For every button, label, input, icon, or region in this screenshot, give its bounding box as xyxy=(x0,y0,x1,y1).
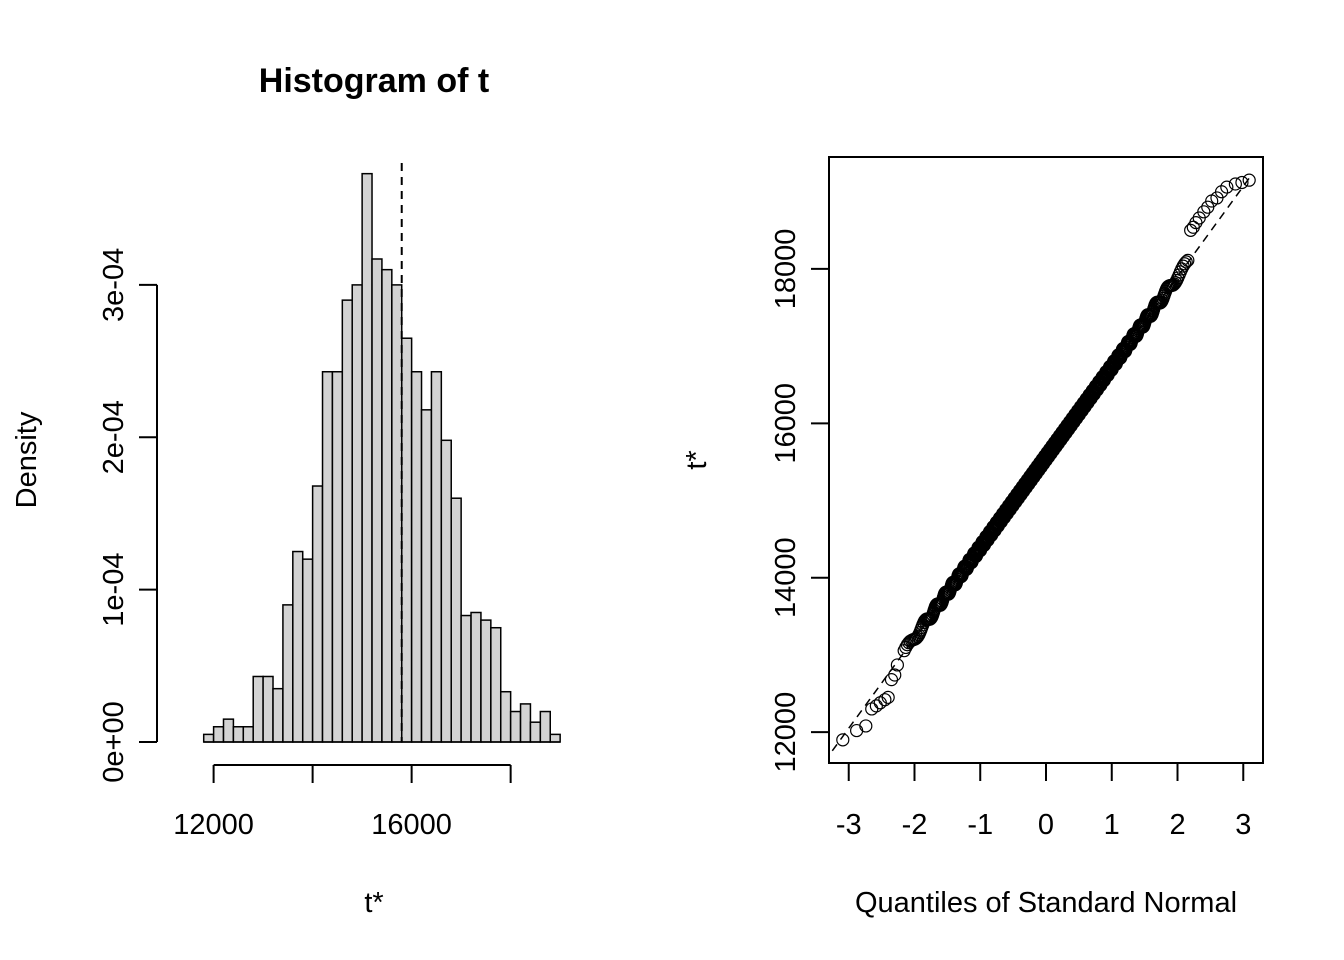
qq-x-tick-label: -1 xyxy=(967,809,993,841)
qq-y-tick-label: 14000 xyxy=(770,537,802,618)
qq-x-tick-label: -2 xyxy=(902,809,928,841)
histogram-bar xyxy=(361,172,373,743)
qq-y-tick-label: 12000 xyxy=(770,692,802,773)
histogram-bar xyxy=(232,726,245,743)
qq-x-tick-label: 1 xyxy=(1104,809,1120,841)
histogram-bar xyxy=(301,558,314,743)
qq-point xyxy=(859,719,873,733)
histogram-bar xyxy=(212,726,225,743)
histogram-bar xyxy=(450,497,462,743)
qq-plot-panel: -3 -2 -1 0 1 2 3 12000 14000 16000 18000 Quantile… xyxy=(681,156,1264,919)
qq-point xyxy=(1178,257,1192,271)
qq-x-tick-label: 0 xyxy=(1038,809,1054,841)
histogram-bar xyxy=(252,675,264,743)
histogram-panel: Histogram of t 12000 16000 0e+00 1e-04 2e-0… xyxy=(11,62,561,919)
histogram-bar xyxy=(509,710,522,743)
qq-point xyxy=(1166,278,1180,292)
histogram-bar xyxy=(470,611,482,743)
qq-point xyxy=(869,699,883,713)
qq-point xyxy=(881,690,895,704)
histogram-bars xyxy=(202,172,561,743)
histogram-bar xyxy=(202,733,215,743)
qq-point xyxy=(1189,216,1203,230)
qq-point xyxy=(890,658,904,672)
histogram-bar xyxy=(222,718,235,743)
histogram-y-tick-label: 1e-04 xyxy=(98,553,130,627)
qq-point xyxy=(1242,173,1256,187)
histogram-bar xyxy=(272,687,284,743)
histogram-bar xyxy=(262,675,274,743)
qq-x-tick-label: 3 xyxy=(1235,809,1251,841)
histogram-bar xyxy=(341,299,353,743)
qq-point xyxy=(1181,253,1195,267)
histogram-y-tick-label: 2e-04 xyxy=(98,400,130,474)
qq-point xyxy=(1220,180,1234,194)
histogram-bar xyxy=(519,703,532,743)
qq-y-axis: 12000 14000 16000 18000 xyxy=(770,229,829,773)
qq-point xyxy=(1197,205,1211,219)
histogram-bar xyxy=(480,619,492,743)
histogram-bar xyxy=(311,485,324,743)
qq-x-axis-label: Quantiles of Standard Normal xyxy=(855,887,1237,919)
histogram-bar xyxy=(460,614,472,743)
histogram-bar xyxy=(440,439,452,743)
qq-point xyxy=(1235,175,1249,190)
qq-y-tick-label: 16000 xyxy=(770,383,802,464)
histogram-y-axis-label: Density xyxy=(11,411,43,508)
histogram-bar xyxy=(321,370,334,743)
histogram-bar xyxy=(410,370,423,743)
histogram-bar xyxy=(282,604,294,743)
histogram-x-axis: 12000 16000 xyxy=(173,764,512,841)
histogram-bar xyxy=(490,626,502,743)
histogram-bar xyxy=(331,370,344,743)
qq-point xyxy=(884,673,899,687)
histogram-bar xyxy=(430,370,443,743)
histogram-bar xyxy=(400,337,413,743)
histogram-x-axis-label: t* xyxy=(364,887,383,919)
qq-point xyxy=(1179,255,1193,269)
histogram-bar xyxy=(242,726,254,743)
histogram-bar xyxy=(391,284,403,743)
histogram-bar xyxy=(292,550,304,743)
qq-y-tick-label: 18000 xyxy=(770,229,802,310)
histogram-bar xyxy=(499,690,512,743)
qq-points xyxy=(836,173,1256,747)
qq-y-axis-label: t* xyxy=(681,450,713,469)
histogram-bar xyxy=(529,721,542,743)
histogram-bar xyxy=(371,258,383,743)
qq-point xyxy=(888,668,902,682)
qq-point xyxy=(836,733,850,747)
qq-x-tick-label: -3 xyxy=(836,809,862,841)
histogram-bar xyxy=(420,409,433,743)
histogram-y-axis: 0e+00 1e-04 2e-04 3e-04 xyxy=(98,248,158,783)
histogram-bar xyxy=(549,733,561,743)
histogram-y-tick-label: 0e+00 xyxy=(98,701,130,782)
histogram-x-tick-label: 12000 xyxy=(173,809,254,841)
histogram-bar xyxy=(351,284,363,743)
histogram-y-tick-label: 3e-04 xyxy=(98,248,130,322)
histogram-bar xyxy=(539,710,551,743)
histogram-x-tick-label: 16000 xyxy=(371,809,452,841)
qq-x-axis: -3 -2 -1 0 1 2 3 xyxy=(836,762,1251,841)
histogram-bar xyxy=(381,268,393,743)
qq-point xyxy=(878,693,892,707)
qq-x-tick-label: 2 xyxy=(1169,809,1185,841)
qq-point xyxy=(1228,177,1242,191)
histogram-title: Histogram of t xyxy=(259,62,489,100)
